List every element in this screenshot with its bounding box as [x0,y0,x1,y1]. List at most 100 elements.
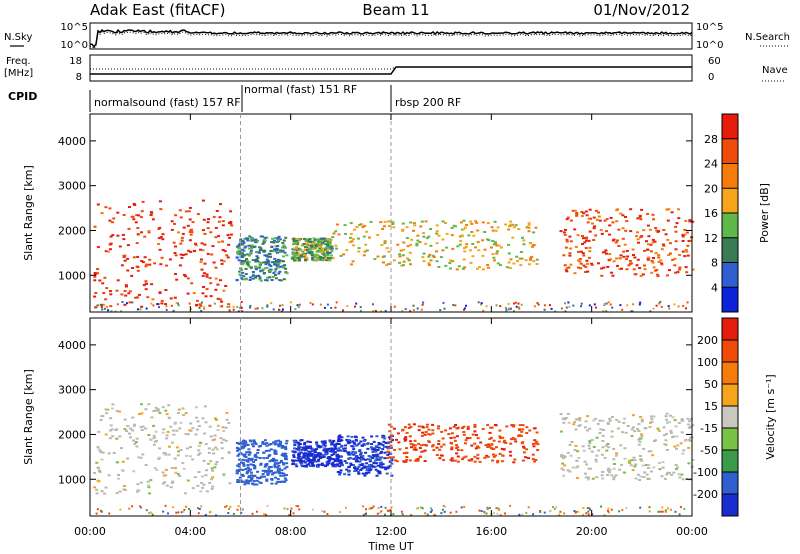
power-cell [190,282,194,285]
velocity-cell [141,453,145,456]
power-cell [141,261,145,264]
power-cell [301,250,305,253]
velocity-cell [276,480,280,483]
power-cell [519,251,523,253]
velocity-cell [339,460,343,463]
velocity-cell [211,485,215,488]
power-cell [277,239,280,242]
power-cell [342,253,346,256]
power-cell [353,228,356,231]
velocity-cell [665,473,669,476]
velocity-cell [442,443,446,446]
velocity-cell [166,431,170,433]
power-noise-cell [226,305,229,308]
velocity-noise-cell [433,514,436,517]
velocity-cell [250,476,254,479]
power-cell [491,253,495,256]
power-cell [93,295,97,298]
power-cell [158,226,162,229]
power-cell [226,256,230,259]
velocity-cell [371,457,375,460]
velocity-cell [431,445,434,448]
velocity-cell [152,424,156,427]
velocity-cell [205,490,209,493]
velocity-cell [171,429,175,432]
velocity-cell [222,438,226,441]
colorbar-segment [722,163,738,189]
velocity-cell [640,435,644,438]
power-cell [305,242,309,245]
velocity-cell [334,447,338,450]
velocity-cell [484,444,488,447]
velocity-cell [299,461,303,464]
velocity-cell [687,462,691,465]
velocity-cell [241,458,245,461]
velocity-cell [171,480,175,483]
velocity-cell [598,419,602,422]
power-cell [427,264,431,266]
velocity-cell [306,456,310,459]
power-noise-cell [609,303,612,306]
power-noise-cell [639,301,642,304]
power-noise-cell [175,302,178,304]
velocity-cell [671,416,675,419]
velocity-noise-cell [509,504,512,507]
power-cell [262,261,266,264]
velocity-cell [264,449,268,452]
velocity-cell [375,457,379,460]
velocity-cell [680,418,684,421]
power-cell [643,249,646,252]
velocity-cell [672,471,676,474]
velocity-cell [348,457,352,460]
velocity-cell [594,460,598,463]
velocity-cell [303,441,307,444]
velocity-cell [387,423,391,426]
velocity-noise-cell [586,507,589,509]
velocity-cell [265,479,269,482]
velocity-cell [380,461,384,464]
velocity-cell [302,452,306,455]
velocity-cell [594,417,598,420]
power-cell [282,239,286,242]
power-cell [122,214,126,216]
velocity-cell [581,445,585,448]
power-cell [272,241,276,244]
power-cell [193,249,197,252]
velocity-cell [331,458,335,461]
power-cell [140,231,144,234]
velocity-cell [663,477,667,480]
power-cell [323,240,327,243]
velocity-cell [116,461,120,464]
power-noise-cell [580,305,582,308]
velocity-cell [395,438,398,441]
velocity-cell [489,426,493,429]
power-cell [308,238,312,241]
velocity-cell [388,456,392,459]
velocity-cell [347,442,351,445]
power-cell [271,275,275,278]
colorbar-tick-label: 12 [704,232,718,245]
power-cell [265,279,269,282]
velocity-cell [450,442,454,445]
velocity-cell [104,486,108,489]
power-cell [409,221,413,224]
power-cell [357,247,361,250]
velocity-cell [491,448,495,450]
power-cell [212,261,216,264]
power-cell [244,259,248,262]
power-cell [456,245,460,248]
velocity-cell [317,463,321,466]
velocity-cell [324,452,328,455]
power-noise-cell [96,304,99,307]
power-cell [610,271,614,274]
velocity-cell [332,443,336,446]
power-noise-cell [505,308,508,311]
power-cell [175,278,179,281]
power-cell [358,223,362,226]
velocity-cell [423,460,427,462]
power-cell [639,236,643,239]
velocity-cell [678,476,682,479]
power-cell [266,255,270,258]
power-noise-cell [319,303,322,306]
power-cell [640,208,644,211]
